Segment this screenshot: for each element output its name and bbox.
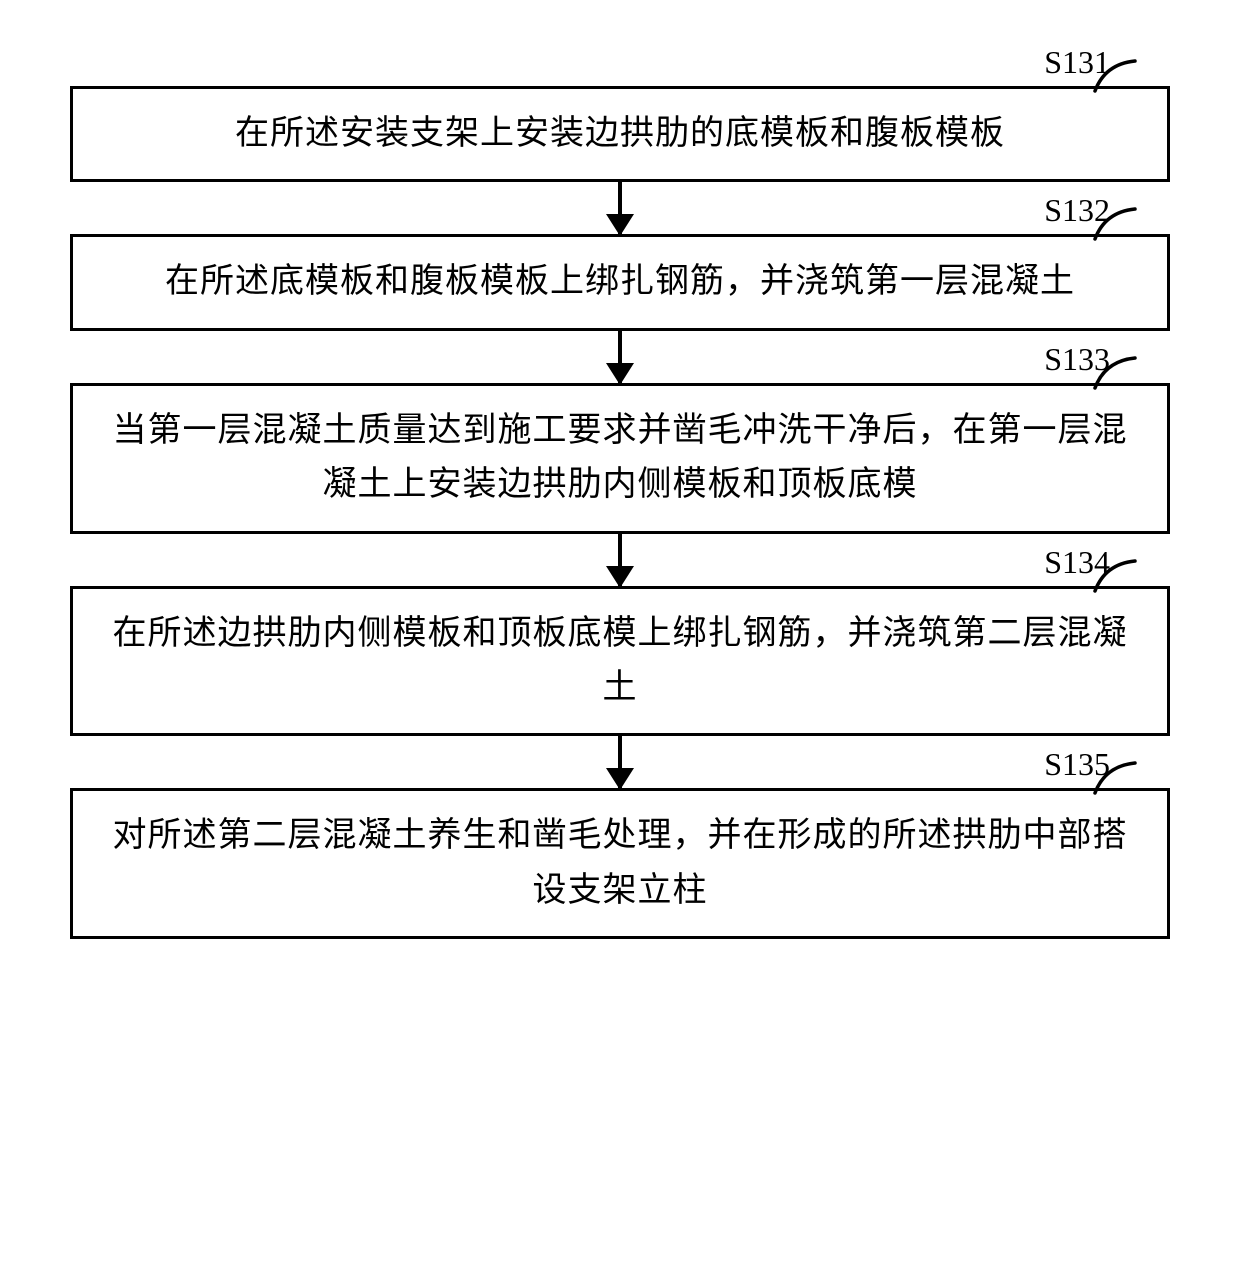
step-wrap-4: S134 在所述边拱肋内侧模板和顶板底模上绑扎钢筋，并浇筑第二层混凝土 xyxy=(70,586,1170,737)
step-box: 对所述第二层混凝土养生和凿毛处理，并在形成的所述拱肋中部搭设支架立柱 xyxy=(70,788,1170,939)
step-label: S131 xyxy=(1044,44,1110,81)
step-label: S134 xyxy=(1044,544,1110,581)
step-wrap-5: S135 对所述第二层混凝土养生和凿毛处理，并在形成的所述拱肋中部搭设支架立柱 xyxy=(70,788,1170,939)
step-label: S133 xyxy=(1044,341,1110,378)
step-text: 对所述第二层混凝土养生和凿毛处理，并在形成的所述拱肋中部搭设支架立柱 xyxy=(101,809,1139,918)
step-text: 在所述底模板和腹板模板上绑扎钢筋，并浇筑第一层混凝土 xyxy=(165,255,1075,309)
flowchart-container: S131 在所述安装支架上安装边拱肋的底模板和腹板模板 S132 在所述底模板和… xyxy=(70,40,1170,939)
step-text: 在所述安装支架上安装边拱肋的底模板和腹板模板 xyxy=(235,107,1005,161)
step-label: S135 xyxy=(1044,746,1110,783)
arrow-down-icon xyxy=(618,182,622,234)
step-text: 当第一层混凝土质量达到施工要求并凿毛冲洗干净后，在第一层混凝土上安装边拱肋内侧模… xyxy=(101,404,1139,513)
arrow-down-icon xyxy=(618,534,622,586)
step-box: 当第一层混凝土质量达到施工要求并凿毛冲洗干净后，在第一层混凝土上安装边拱肋内侧模… xyxy=(70,383,1170,534)
arrow-down-icon xyxy=(618,331,622,383)
step-wrap-3: S133 当第一层混凝土质量达到施工要求并凿毛冲洗干净后，在第一层混凝土上安装边… xyxy=(70,383,1170,534)
step-box: 在所述安装支架上安装边拱肋的底模板和腹板模板 xyxy=(70,86,1170,182)
arrow-down-icon xyxy=(618,736,622,788)
step-wrap-1: S131 在所述安装支架上安装边拱肋的底模板和腹板模板 xyxy=(70,86,1170,182)
step-text: 在所述边拱肋内侧模板和顶板底模上绑扎钢筋，并浇筑第二层混凝土 xyxy=(101,607,1139,716)
step-wrap-2: S132 在所述底模板和腹板模板上绑扎钢筋，并浇筑第一层混凝土 xyxy=(70,234,1170,330)
step-label: S132 xyxy=(1044,192,1110,229)
step-box: 在所述底模板和腹板模板上绑扎钢筋，并浇筑第一层混凝土 xyxy=(70,234,1170,330)
step-box: 在所述边拱肋内侧模板和顶板底模上绑扎钢筋，并浇筑第二层混凝土 xyxy=(70,586,1170,737)
